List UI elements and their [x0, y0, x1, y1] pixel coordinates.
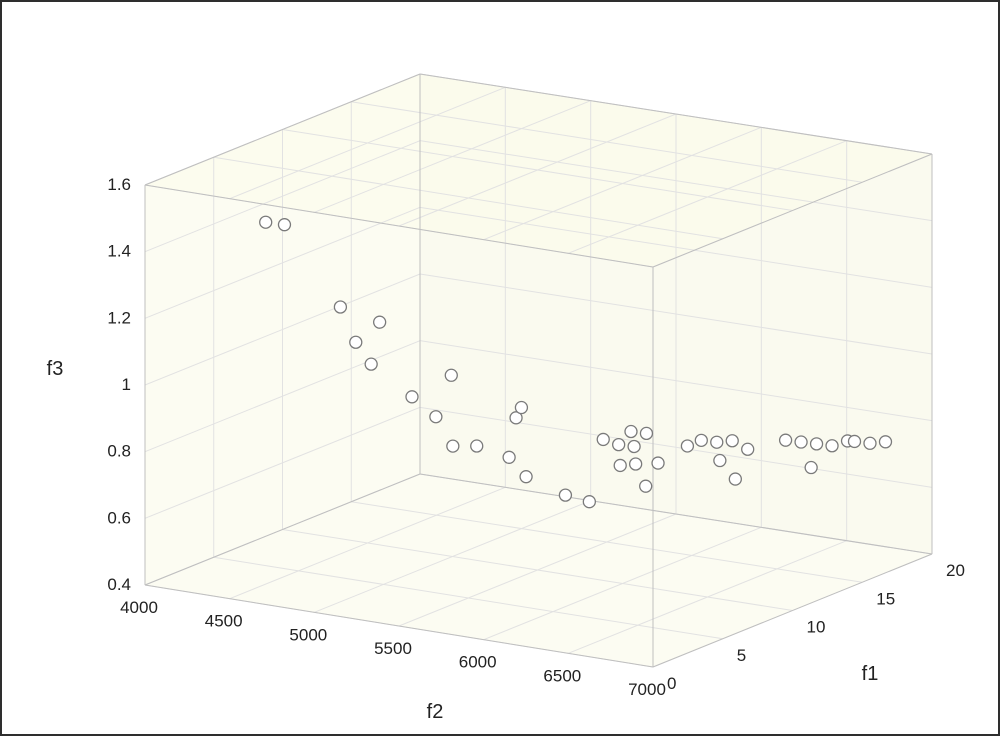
- scatter-point: [826, 440, 838, 452]
- z-tick-label: 1.2: [107, 308, 131, 327]
- scatter-point: [406, 391, 418, 403]
- y-tick-label: 4000: [120, 598, 158, 617]
- y-tick-label: 5000: [289, 625, 327, 644]
- y-tick-label: 6000: [459, 653, 497, 672]
- scatter-point: [742, 443, 754, 455]
- scatter-point: [879, 436, 891, 448]
- scatter-point: [729, 473, 741, 485]
- z-tick-label: 1.6: [107, 175, 131, 194]
- scatter-point: [849, 435, 861, 447]
- scatter-point: [559, 489, 571, 501]
- scatter-point: [695, 434, 707, 446]
- scatter-point: [471, 440, 483, 452]
- scatter-point: [278, 219, 290, 231]
- scatter-point: [430, 411, 442, 423]
- scatter-point: [365, 358, 377, 370]
- scatter-point: [811, 438, 823, 450]
- scatter-point: [780, 434, 792, 446]
- y-tick-label: 6500: [543, 666, 581, 685]
- z-tick-label: 1: [122, 375, 131, 394]
- y-tick-label: 5500: [374, 639, 412, 658]
- scatter-point: [630, 458, 642, 470]
- scatter-point: [614, 459, 626, 471]
- scatter-point: [652, 457, 664, 469]
- z-axis-label: f3: [47, 358, 64, 380]
- scatter-point: [613, 439, 625, 451]
- x-tick-label: 15: [876, 589, 895, 608]
- scatter-point: [864, 437, 876, 449]
- scatter-point: [503, 451, 515, 463]
- z-tick-label: 0.4: [107, 575, 131, 594]
- scatter-point: [597, 433, 609, 445]
- scatter-point: [711, 436, 723, 448]
- x-axis-label: f1: [862, 663, 879, 685]
- z-tick-label: 0.8: [107, 442, 131, 461]
- scatter-point: [445, 369, 457, 381]
- y-axis-label: f2: [427, 701, 444, 723]
- scatter-point: [374, 316, 386, 328]
- x-tick-label: 10: [807, 618, 826, 637]
- scatter-point: [350, 336, 362, 348]
- scatter-point: [515, 402, 527, 414]
- scatter-point: [640, 480, 652, 492]
- scatter-point: [583, 496, 595, 508]
- z-tick-label: 1.4: [107, 242, 131, 261]
- x-tick-label: 5: [737, 646, 746, 665]
- scatter-point: [520, 471, 532, 483]
- y-tick-label: 7000: [628, 680, 666, 699]
- x-tick-label: 0: [667, 674, 676, 693]
- scatter-point: [681, 440, 693, 452]
- x-tick-label: 20: [946, 561, 965, 580]
- scatter-point: [260, 216, 272, 228]
- z-tick-label: 0.6: [107, 508, 131, 527]
- scatter-point: [726, 435, 738, 447]
- y-tick-label: 4500: [205, 612, 243, 631]
- scatter-point: [805, 462, 817, 474]
- scatter-point: [625, 426, 637, 438]
- scatter3d-plot: 0.4 0.6 0.8 1 1.2 1.4 1.6 4000 4500 5000 5500 6000 6…: [0, 0, 1000, 736]
- scatter-point: [640, 427, 652, 439]
- scatter-point: [795, 436, 807, 448]
- scatter-point: [447, 440, 459, 452]
- scatter-point: [628, 441, 640, 453]
- scatter-point: [334, 301, 346, 313]
- scatter-point: [714, 455, 726, 467]
